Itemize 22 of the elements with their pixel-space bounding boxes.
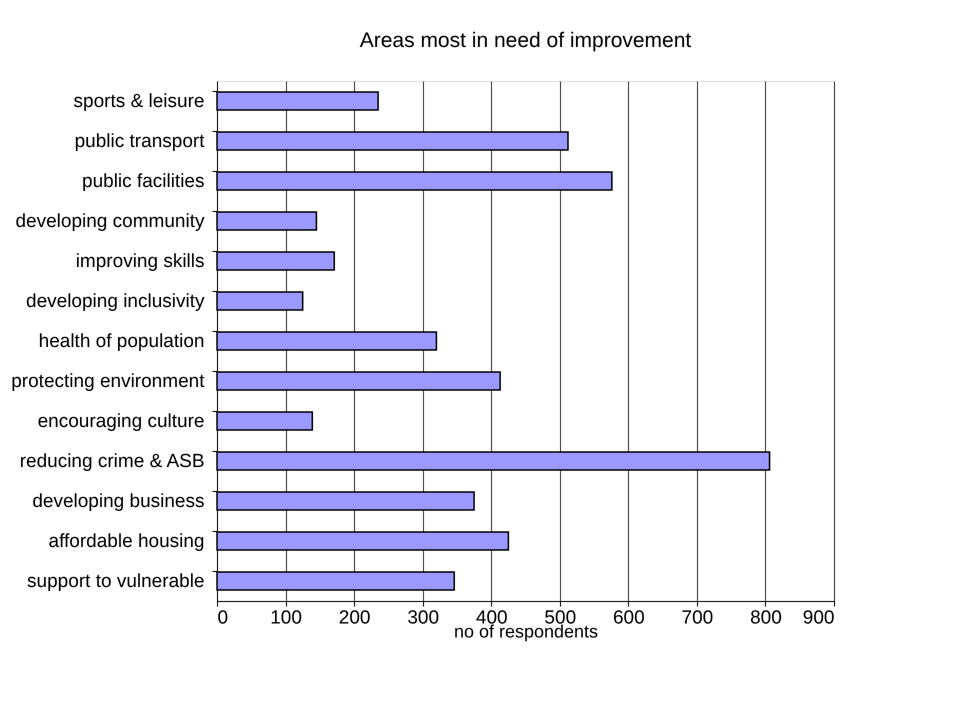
- x-tick-label: 300: [407, 608, 440, 628]
- y-tick-label: improving skills: [76, 251, 204, 272]
- y-tick-label: encouraging culture: [38, 411, 204, 432]
- x-tick-label: 900: [802, 608, 834, 628]
- x-tick-label: 800: [750, 608, 782, 628]
- y-tick-label: developing business: [32, 491, 204, 512]
- y-tick-label: health of population: [38, 331, 204, 352]
- x-tick-label: 0: [218, 608, 228, 628]
- y-tick-label: affordable housing: [48, 531, 204, 552]
- y-tick-label: support to vulnerable: [27, 571, 204, 592]
- y-tick-label: protecting environment: [11, 371, 206, 392]
- y-tick-label: developing community: [15, 211, 205, 232]
- chart-title: Areas most in need of improvement: [360, 29, 692, 52]
- y-tick-label: public transport: [74, 131, 206, 152]
- x-tick-label: 700: [682, 608, 714, 628]
- y-tick-label: sports & leisure: [74, 91, 204, 112]
- x-tick-label: 600: [612, 608, 645, 628]
- y-tick-label: developing inclusivity: [26, 291, 205, 312]
- y-tick-label: public facilities: [82, 171, 204, 192]
- x-tick-label: 200: [338, 608, 370, 628]
- x-tick-label: 100: [270, 608, 302, 628]
- y-tick-label: reducing crime & ASB: [20, 451, 204, 472]
